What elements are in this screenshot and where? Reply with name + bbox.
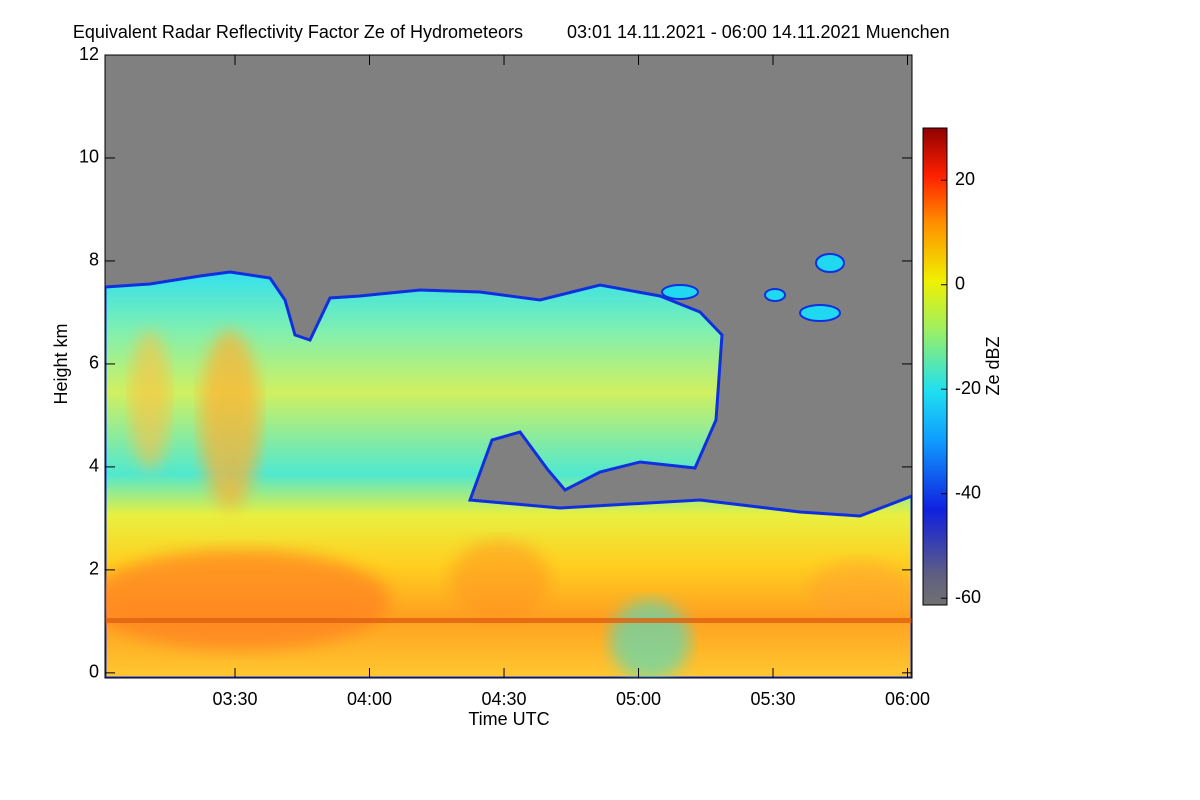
colorbar-tick-label: -60 xyxy=(955,587,981,607)
y-tick-label: 12 xyxy=(79,44,99,64)
colorbar-tick-label: -40 xyxy=(955,482,981,502)
chart-title: Equivalent Radar Reflectivity Factor Ze … xyxy=(73,22,523,42)
y-tick-label: 8 xyxy=(89,250,99,270)
y-tick-label: 4 xyxy=(89,456,99,476)
x-tick-label: 04:00 xyxy=(347,689,392,709)
colorbar xyxy=(922,127,948,606)
plot-frame xyxy=(104,54,913,679)
colorbar-tick-label: -20 xyxy=(955,378,981,398)
chart-subtitle: 03:01 14.11.2021 - 06:00 14.11.2021 Muen… xyxy=(567,22,950,42)
y-tick-label: 2 xyxy=(89,559,99,579)
x-tick-label: 06:00 xyxy=(885,689,930,709)
x-tick-label: 03:30 xyxy=(212,689,257,709)
y-tick-label: 0 xyxy=(89,662,99,682)
x-axis-label: Time UTC xyxy=(468,709,549,729)
colorbar-tick-label: 0 xyxy=(955,273,965,293)
colorbar-tick-label: 20 xyxy=(955,169,975,189)
y-axis-label: Height km xyxy=(51,323,71,404)
reflectivity-field xyxy=(105,253,912,678)
colorbar-label: Ze dBZ xyxy=(983,336,1003,395)
y-tick-label: 6 xyxy=(89,353,99,373)
x-tick-label: 05:00 xyxy=(616,689,661,709)
x-tick-label: 05:30 xyxy=(750,689,795,709)
x-tick-label: 04:30 xyxy=(481,689,526,709)
y-tick-label: 10 xyxy=(79,147,99,167)
